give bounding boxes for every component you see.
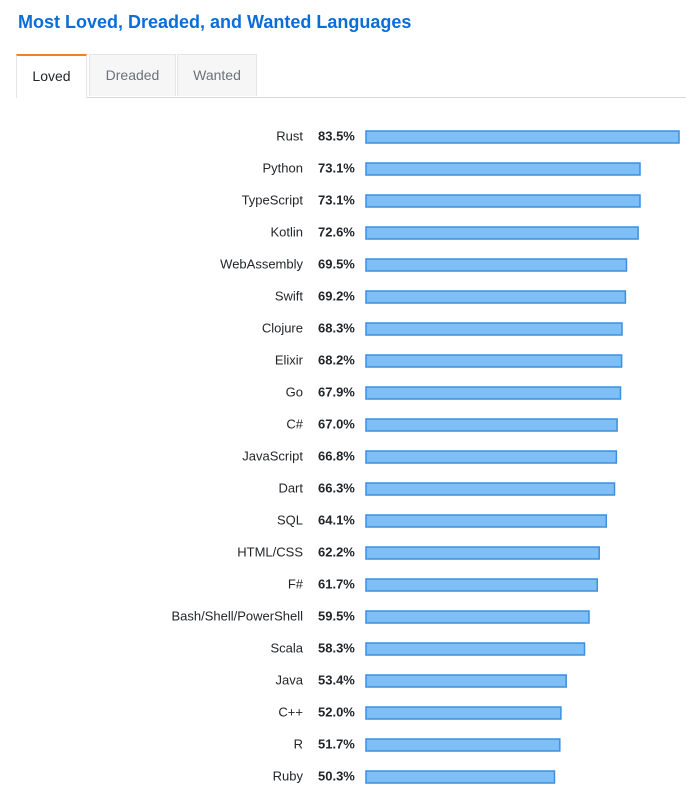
value-label: 68.2%: [318, 352, 355, 367]
category-label: Scala: [270, 640, 303, 655]
tab-loved[interactable]: Loved: [16, 54, 87, 98]
category-label: HTML/CSS: [237, 544, 303, 559]
value-label: 69.5%: [318, 256, 355, 271]
category-label: Elixir: [275, 352, 304, 367]
value-label: 59.5%: [318, 608, 355, 623]
value-label: 51.7%: [318, 736, 355, 751]
value-label: 52.0%: [318, 704, 355, 719]
bar[interactable]: [365, 706, 562, 720]
category-label: Dart: [278, 480, 303, 495]
value-label: 62.2%: [318, 544, 355, 559]
category-label: SQL: [277, 512, 303, 527]
bar[interactable]: [365, 674, 567, 688]
value-label: 66.3%: [318, 480, 355, 495]
value-label: 61.7%: [318, 576, 355, 591]
bar[interactable]: [365, 450, 618, 464]
bar[interactable]: [365, 386, 622, 400]
category-label: Swift: [275, 288, 304, 303]
bar[interactable]: [365, 610, 590, 624]
category-label: Java: [276, 672, 304, 687]
bar[interactable]: [365, 322, 623, 336]
category-label: Python: [263, 160, 303, 175]
tab-bar: Loved Dreaded Wanted: [16, 54, 686, 98]
value-label: 83.5%: [318, 128, 355, 143]
bar[interactable]: [365, 354, 623, 368]
value-label: 50.3%: [318, 768, 355, 783]
bar[interactable]: [365, 578, 599, 592]
bar[interactable]: [365, 642, 586, 656]
value-label: 53.4%: [318, 672, 355, 687]
chart-title: Most Loved, Dreaded, and Wanted Language…: [18, 12, 412, 32]
category-label: Ruby: [273, 768, 304, 783]
value-label: 68.3%: [318, 320, 355, 335]
category-label: Go: [286, 384, 303, 399]
bar[interactable]: [365, 226, 639, 240]
category-label: F#: [288, 576, 304, 591]
value-label: 72.6%: [318, 224, 355, 239]
tab-wanted[interactable]: Wanted: [177, 54, 257, 96]
value-label: 67.9%: [318, 384, 355, 399]
bar[interactable]: [365, 130, 680, 144]
value-label: 64.1%: [318, 512, 355, 527]
category-label: R: [294, 736, 303, 751]
bar[interactable]: [365, 258, 628, 272]
value-label: 73.1%: [318, 192, 355, 207]
bar[interactable]: [365, 738, 561, 752]
bar[interactable]: [365, 418, 618, 432]
category-label: JavaScript: [242, 448, 303, 463]
bar[interactable]: [365, 482, 616, 496]
category-label: Clojure: [262, 320, 303, 335]
bar[interactable]: [365, 770, 556, 784]
bar[interactable]: [365, 162, 641, 176]
value-label: 58.3%: [318, 640, 355, 655]
bar[interactable]: [365, 290, 627, 304]
value-label: 67.0%: [318, 416, 355, 431]
bar[interactable]: [365, 546, 600, 560]
category-label: Bash/Shell/PowerShell: [171, 608, 303, 623]
category-label: Kotlin: [270, 224, 303, 239]
value-label: 73.1%: [318, 160, 355, 175]
category-label: C#: [286, 416, 303, 431]
value-label: 69.2%: [318, 288, 355, 303]
bar[interactable]: [365, 514, 608, 528]
category-label: Rust: [276, 128, 303, 143]
value-label: 66.8%: [318, 448, 355, 463]
bar[interactable]: [365, 194, 641, 208]
category-label: WebAssembly: [220, 256, 303, 271]
category-label: TypeScript: [242, 192, 304, 207]
tab-dreaded[interactable]: Dreaded: [89, 54, 176, 96]
bar-chart: Rust 83.5% Python 73.1% TypeScript 73.1% Kotli…: [171, 128, 680, 784]
category-label: C++: [278, 704, 303, 719]
